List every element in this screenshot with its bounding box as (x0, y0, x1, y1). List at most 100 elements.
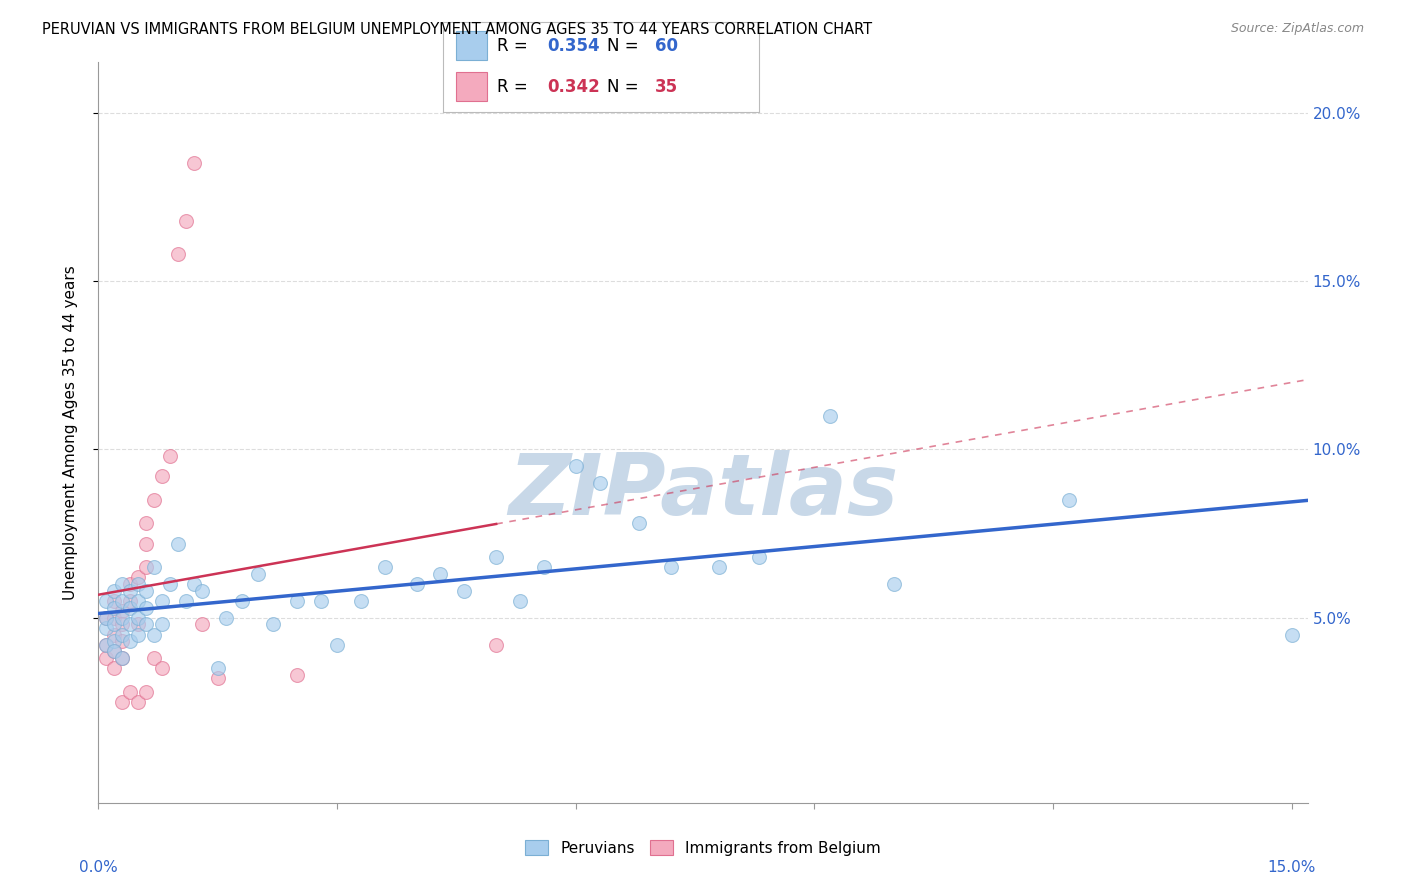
Point (326, 638, 349, 652)
Point (174, 594, 197, 608)
Point (533, 560, 555, 574)
Text: N =: N = (607, 37, 644, 55)
Point (111, 594, 134, 608)
Point (103, 634, 125, 648)
Point (143, 651, 166, 665)
Point (127, 627, 149, 641)
Point (285, 668, 308, 682)
Text: N =: N = (607, 78, 644, 95)
Text: Source: ZipAtlas.com: Source: ZipAtlas.com (1230, 22, 1364, 36)
Point (246, 566, 269, 581)
Point (150, 594, 173, 608)
Point (111, 695, 134, 709)
Point (143, 627, 166, 641)
Point (820, 409, 842, 423)
Point (120, 600, 142, 615)
Point (429, 566, 451, 581)
Point (120, 617, 142, 632)
Point (159, 577, 181, 591)
Point (111, 577, 134, 591)
Bar (456, 31, 486, 60)
Point (96, 610, 118, 624)
Point (135, 536, 157, 550)
Point (659, 560, 682, 574)
Point (103, 644, 125, 658)
Point (96, 651, 118, 665)
Point (748, 550, 770, 565)
Point (135, 600, 157, 615)
Point (111, 604, 134, 618)
Point (231, 594, 253, 608)
Point (143, 560, 166, 574)
Point (183, 156, 205, 170)
Legend: Peruvians, Immigrants from Belgium: Peruvians, Immigrants from Belgium (519, 834, 887, 862)
Point (143, 492, 166, 507)
Text: ZIPatlas: ZIPatlas (508, 450, 898, 533)
Point (150, 617, 173, 632)
Point (111, 617, 134, 632)
Point (707, 560, 730, 574)
Text: PERUVIAN VS IMMIGRANTS FROM BELGIUM UNEMPLOYMENT AMONG AGES 35 TO 44 YEARS CORRE: PERUVIAN VS IMMIGRANTS FROM BELGIUM UNEM… (42, 22, 872, 37)
Point (453, 583, 475, 598)
Point (96, 610, 118, 624)
Point (111, 651, 134, 665)
Point (167, 247, 190, 261)
Point (103, 583, 125, 598)
Point (127, 570, 149, 584)
Point (135, 685, 157, 699)
Point (111, 634, 134, 648)
Point (183, 577, 205, 591)
Point (135, 583, 157, 598)
Point (103, 610, 125, 624)
Point (111, 627, 134, 641)
Point (159, 449, 181, 463)
Point (111, 610, 134, 624)
Text: 60: 60 (655, 37, 678, 55)
Point (1281, 627, 1303, 641)
Point (374, 560, 396, 574)
Point (207, 671, 229, 685)
Point (150, 661, 173, 675)
Bar (456, 72, 486, 101)
Point (485, 550, 508, 565)
Point (405, 577, 427, 591)
Point (191, 617, 214, 632)
Point (350, 594, 373, 608)
Point (135, 516, 157, 531)
Point (262, 617, 284, 632)
Text: R =: R = (496, 37, 533, 55)
Point (96, 621, 118, 635)
Point (588, 476, 610, 491)
Text: 15.0%: 15.0% (1267, 860, 1316, 875)
Point (103, 644, 125, 658)
Text: 0.354: 0.354 (547, 37, 600, 55)
Point (167, 536, 190, 550)
Point (883, 577, 905, 591)
Point (96, 638, 118, 652)
Text: 0.0%: 0.0% (79, 860, 118, 875)
Point (120, 583, 142, 598)
Point (127, 610, 149, 624)
Point (215, 610, 238, 624)
Point (96, 594, 118, 608)
Point (285, 594, 308, 608)
Point (103, 661, 125, 675)
Point (127, 695, 149, 709)
Point (150, 469, 173, 483)
Point (127, 594, 149, 608)
Point (1057, 492, 1080, 507)
Point (111, 651, 134, 665)
Point (103, 600, 125, 615)
Point (509, 594, 531, 608)
Text: 0.342: 0.342 (547, 78, 600, 95)
Point (309, 594, 332, 608)
Point (120, 685, 142, 699)
Point (127, 617, 149, 632)
Point (127, 577, 149, 591)
Point (103, 627, 125, 641)
Y-axis label: Unemployment Among Ages 35 to 44 years: Unemployment Among Ages 35 to 44 years (63, 265, 77, 600)
Point (103, 594, 125, 608)
Point (174, 213, 197, 227)
Point (628, 516, 651, 531)
Text: R =: R = (496, 78, 533, 95)
